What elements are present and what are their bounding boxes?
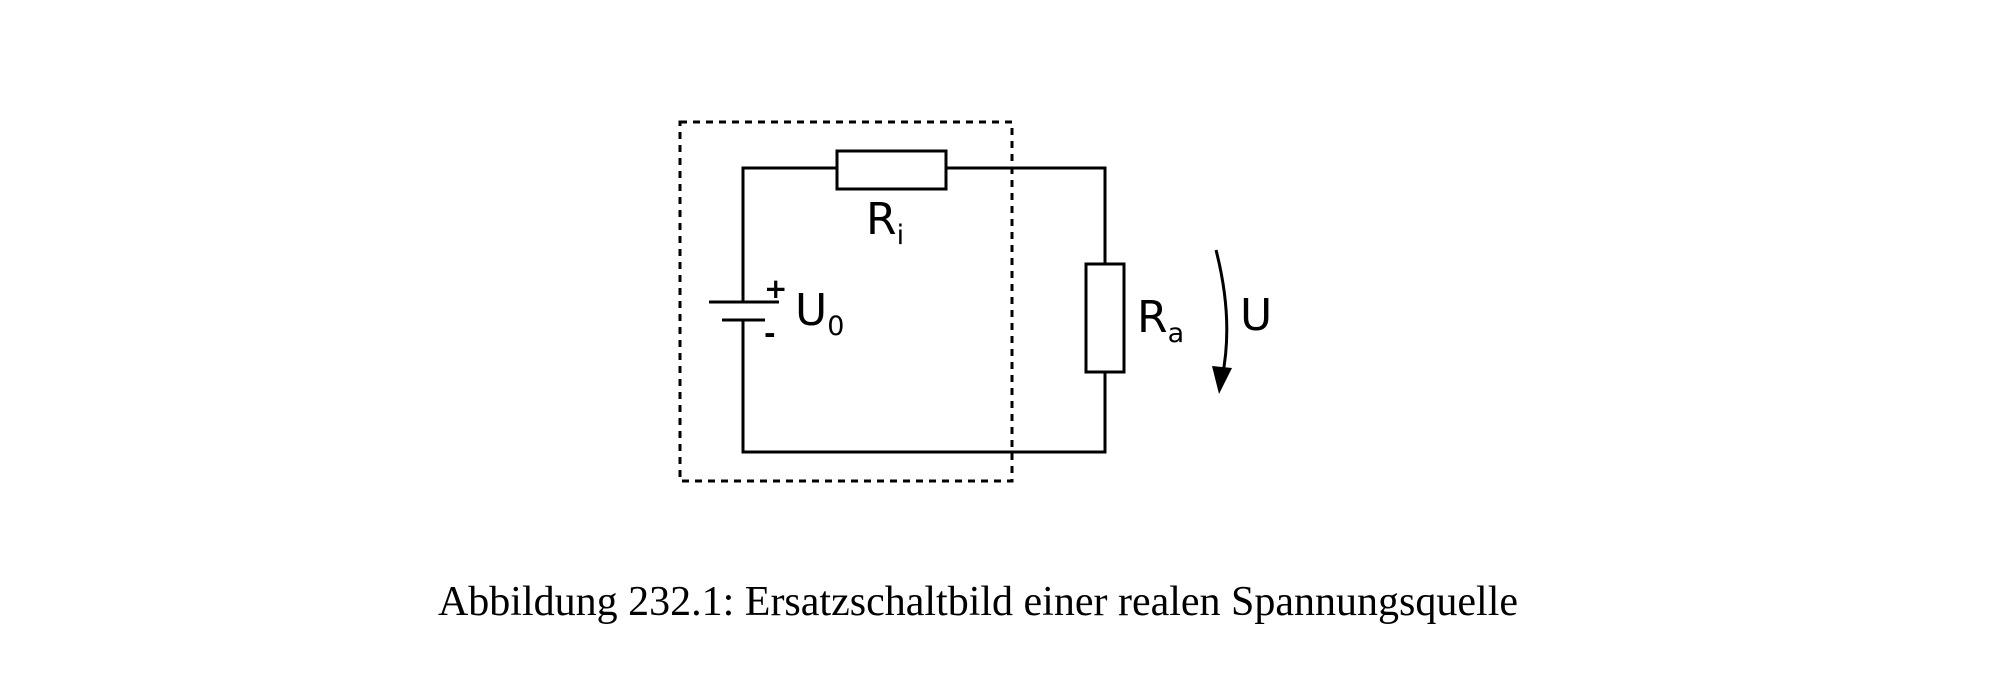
wire-top-right (944, 166, 1107, 266)
circuit-wires (741, 166, 1107, 454)
source-voltage-label: U0 (795, 285, 844, 342)
battery-symbol (709, 300, 779, 322)
internal-resistor-label: Ri (866, 194, 904, 251)
figure-caption-text: Abbildung 232.1: Ersatzschaltbild einer … (437, 579, 1519, 625)
internal-resistor (835, 149, 948, 191)
output-voltage-label: U (1240, 290, 1272, 341)
wire-left-top (741, 166, 839, 304)
load-resistor-label: Ra (1137, 292, 1184, 349)
wire-bottom (741, 318, 1107, 454)
voltage-arrow-head (1212, 366, 1232, 394)
source-boundary-box (678, 120, 1014, 483)
load-resistor (1084, 262, 1126, 374)
voltage-arrow-shaft (1214, 249, 1229, 379)
battery-plus-sign: + (764, 272, 787, 305)
figure-caption: Abbildung 232.1: Ersatzschaltbild einer … (0, 578, 1996, 626)
battery-minus-sign: - (764, 317, 776, 350)
